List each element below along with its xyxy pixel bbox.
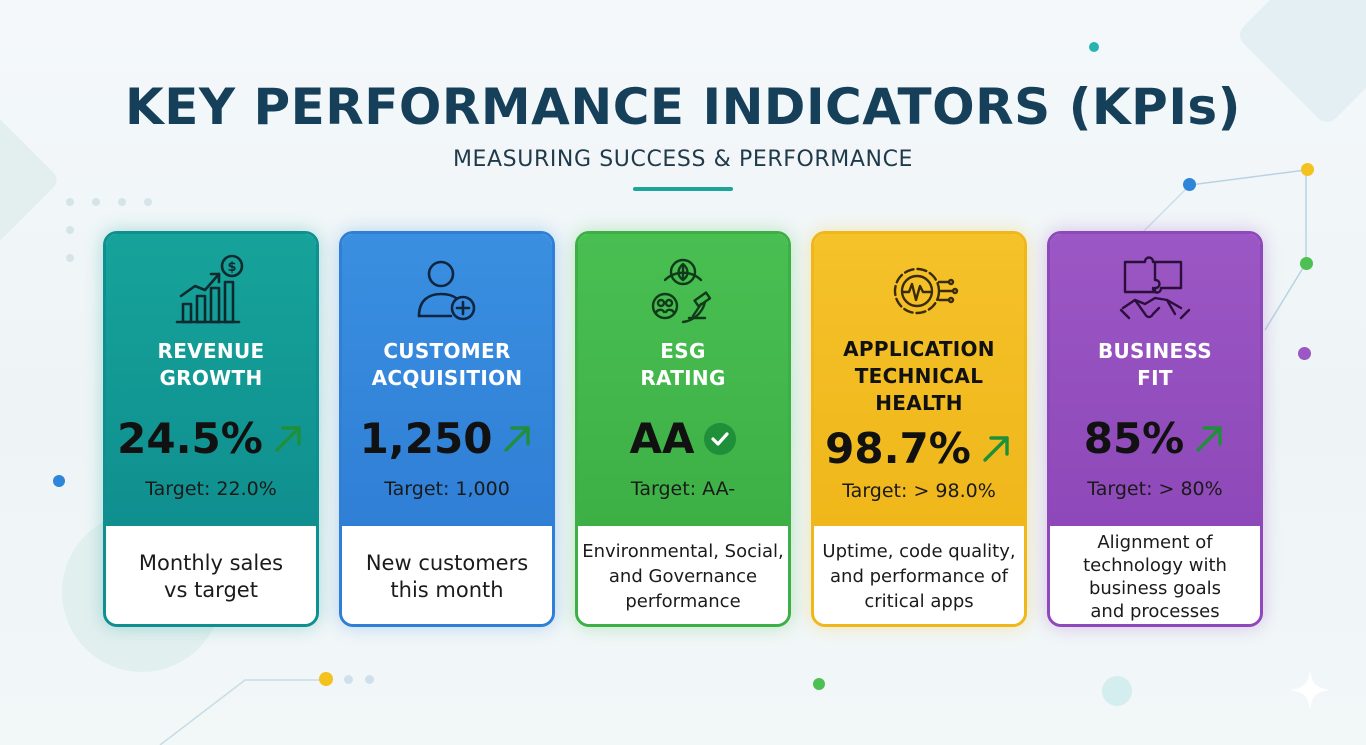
trend-up-arrow-icon [500,422,534,456]
kpi-card-title: REVENUE GROWTH [157,339,265,390]
deco-dot [1301,163,1314,176]
network-lines [1134,169,1307,331]
kpi-card-esg-rating: ESG RATING AA Target: AA- Environmental,… [575,231,791,627]
trend-up-arrow-icon [1192,422,1226,456]
kpi-card-customer-acquisition: CUSTOMER ACQUISITION 1,250 Target: 1,000… [339,231,555,627]
kpi-card-description: Monthly sales vs target [106,526,316,624]
kpi-card-revenue-growth: $ REVENUE GROWTH 24.5% Target: 22.0% Mon… [103,231,319,627]
kpi-card-title: CUSTOMER ACQUISITION [371,339,523,390]
deco-dot [1183,178,1196,191]
kpi-card-application-technical-health: APPLICATION TECHNICAL HEALTH 98.7% Targe… [811,231,1027,627]
deco-dot [813,678,825,690]
kpi-card-title: ESG RATING [640,339,726,390]
trend-up-arrow-icon [979,432,1013,466]
deco-dot [365,675,374,684]
kpi-card-header: APPLICATION TECHNICAL HEALTH 98.7% Targe… [814,234,1024,526]
deco-dot [319,672,333,686]
kpi-card-target: Target: AA- [630,478,736,500]
title-underline [633,187,733,191]
page-title: KEY PERFORMANCE INDICATORS (KPIs) [124,78,1242,136]
kpi-card-business-fit: BUSINESS FIT 85% Target: > 80% Alignment… [1047,231,1263,627]
bg-circle-bottom-right [1102,676,1132,706]
kpi-card-title: APPLICATION TECHNICAL HEALTH [843,337,995,415]
kpi-card-value: 98.7% [814,424,1024,473]
kpi-card-description: Alignment of technology with business go… [1050,526,1260,624]
kpi-card-title: BUSINESS FIT [1097,339,1213,390]
kpi-card-header: ESG RATING AA Target: AA- [578,234,788,526]
kpi-card-description: Uptime, code quality, and performance of… [814,526,1024,624]
gear-pulse-circuit-icon [814,252,1024,330]
bottom-line [159,679,326,745]
deco-dot [1300,257,1313,270]
check-circle-icon [703,422,737,456]
kpi-card-value: 24.5% [106,414,316,463]
chart-growth-dollar-icon: $ [106,252,316,330]
deco-dot [344,675,353,684]
kpi-card-header: CUSTOMER ACQUISITION 1,250 Target: 1,000 [342,234,552,526]
puzzle-handshake-icon [1050,252,1260,330]
trend-up-arrow-icon [271,422,305,456]
user-add-icon [342,252,552,330]
kpi-card-value: AA [578,414,788,463]
kpi-card-target: Target: 1,000 [384,478,510,500]
deco-dot [1089,42,1099,52]
kpi-card-header: $ REVENUE GROWTH 24.5% Target: 22.0% [106,234,316,526]
kpi-card-target: Target: > 98.0% [842,480,996,502]
kpi-card-header: BUSINESS FIT 85% Target: > 80% [1050,234,1260,526]
deco-dot [1298,347,1311,360]
kpi-card-description: Environmental, Social, and Governance pe… [578,526,788,624]
kpi-card-description: New customers this month [342,526,552,624]
page-subtitle: MEASURING SUCCESS & PERFORMANCE [452,147,914,172]
kpi-card-target: Target: > 80% [1087,478,1223,500]
sparkle-icon [1290,670,1330,710]
svg-text:$: $ [227,260,236,275]
dot-grid [66,198,166,268]
kpi-card-value: 85% [1050,414,1260,463]
kpi-card-value: 1,250 [342,414,552,463]
deco-dot [53,475,65,487]
kpi-card-target: Target: 22.0% [145,478,277,500]
leaf-people-gavel-icon [578,252,788,330]
